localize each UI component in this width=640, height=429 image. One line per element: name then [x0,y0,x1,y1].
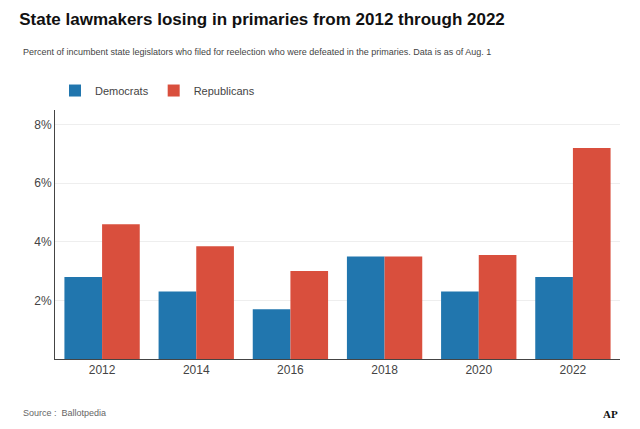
svg-text:Source : Ballotpedia: Source : Ballotpedia [23,408,106,418]
svg-text:6%: 6% [34,176,52,190]
svg-text:8%: 8% [34,118,52,132]
svg-text:2022: 2022 [560,363,587,377]
svg-text:2016: 2016 [277,363,304,377]
svg-text:Democrats: Democrats [95,85,149,97]
svg-text:2018: 2018 [371,363,398,377]
svg-text:2%: 2% [34,294,52,308]
svg-text:Republicans: Republicans [194,85,255,97]
svg-text:2014: 2014 [183,363,210,377]
svg-text:4%: 4% [34,235,52,249]
svg-text:2012: 2012 [89,363,116,377]
svg-text:AP: AP [603,408,618,420]
svg-text:Percent of incumbent state leg: Percent of incumbent state legislators w… [23,47,491,57]
svg-text:State lawmakers losing in prim: State lawmakers losing in primaries from… [19,10,505,29]
svg-text:2020: 2020 [465,363,492,377]
